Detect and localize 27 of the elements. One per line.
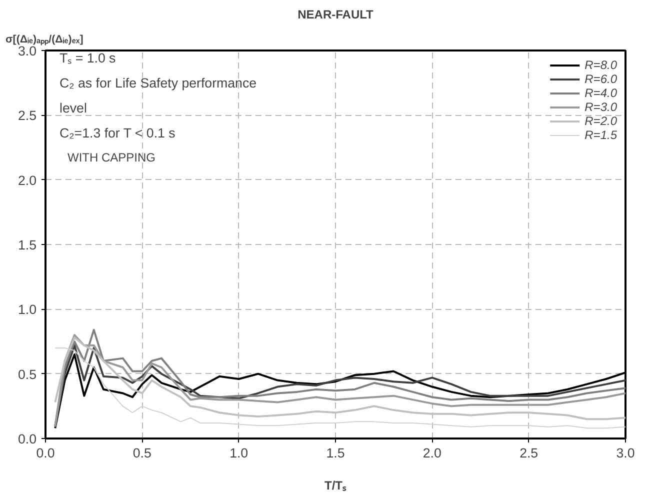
annotation: Tₛ = 1.0 s — [60, 50, 116, 66]
x-axis-title: T/Tₛ — [324, 478, 347, 492]
y-tick-label: 0.5 — [18, 366, 37, 382]
x-tick-label: 1.0 — [230, 446, 248, 460]
x-tick-label: 2.5 — [520, 446, 538, 460]
chart-title: NEAR-FAULT — [298, 8, 374, 22]
x-tick-label: 3.0 — [616, 446, 635, 460]
annotation: C₂=1.3 for T < 0.1 s — [60, 126, 176, 140]
legend-label: R=4.0 — [584, 86, 617, 100]
y-tick-label: 1.0 — [18, 302, 37, 318]
y-tick-label: 1.5 — [18, 238, 37, 252]
annotation: C₂ as for Life Safety performance level — [60, 76, 257, 116]
legend-label: R=2.0 — [584, 114, 617, 128]
legend-label: R=3.0 — [584, 100, 617, 114]
y-tick-label: 2.5 — [18, 108, 37, 124]
y-tick-label: 0.0 — [18, 432, 37, 446]
legend-label: R=6.0 — [584, 72, 617, 86]
legend-label: R=1.5 — [584, 128, 617, 142]
x-tick-label: 0.5 — [132, 446, 152, 460]
annotation: WITH CAPPING — [68, 150, 156, 164]
legend-label: R=8.0 — [584, 58, 617, 72]
x-tick-label: 1.5 — [326, 446, 345, 460]
y-tick-label: 2.0 — [18, 172, 37, 188]
y-tick-label: 3.0 — [18, 44, 37, 58]
x-tick-label: 2.0 — [422, 446, 442, 460]
y-axis-title: σ[(Δᵢₑ)ₐₚₚ/(Δᵢₑ)ₑₓ] — [6, 34, 84, 46]
x-tick-label: 0.0 — [36, 446, 55, 460]
